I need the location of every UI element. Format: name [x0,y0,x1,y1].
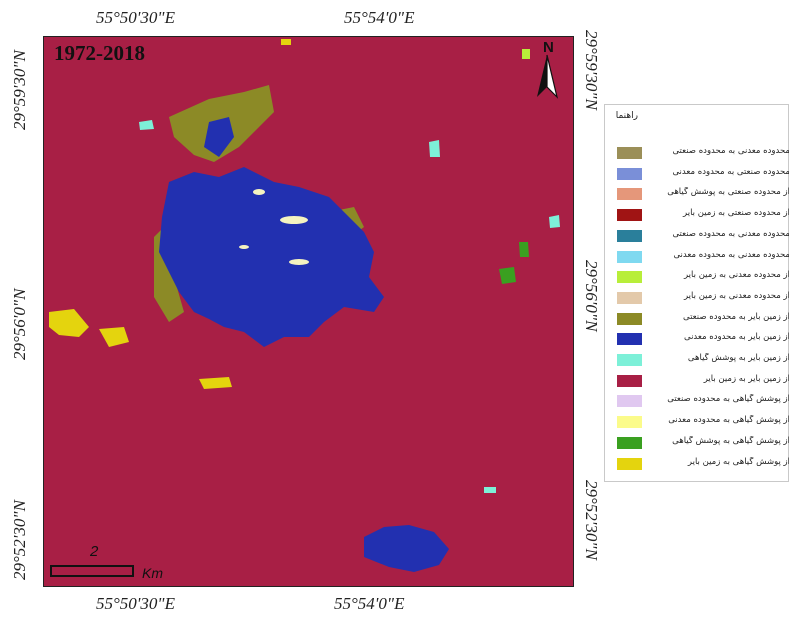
coord-right-3: 29°52'30"N [582,480,601,560]
legend-swatch [617,436,642,449]
coord-top-2: 55°54'0"E [344,8,415,27]
legend-label: از محدوده معدنی به زمین بایر [683,270,789,281]
legend-swatch [617,209,642,222]
legend-item: از زمین بایر به محدوده صنعتی [605,311,789,327]
legend-item: از محدوده معدنی به زمین بایر [605,269,789,285]
legend-label: محدوده معدنی به محدوده صنعتی [672,228,789,239]
north-arrow: N [529,39,565,101]
white-pit-2 [289,259,309,265]
legend-item: از زمین بایر به محدوده معدنی [605,331,789,347]
legend-item: از محدوده صنعتی به پوشش گیاهی [605,186,789,202]
legend-swatch [617,457,642,470]
legend-swatch [617,395,642,408]
green-patch-1 [499,267,516,284]
legend-label: از محدوده صنعتی به پوشش گیاهی [667,187,789,198]
legend-swatch [617,333,642,346]
legend: راهنما محدوده معدنی به محدوده صنعتی محدود… [604,104,789,482]
north-arrow-icon [537,54,559,99]
legend-item: از محدوده معدنی به زمین بایر [605,290,789,306]
legend-item: از محدوده صنعتی به زمین بایر [605,207,789,223]
legend-label: از پوشش گیاهی به محدوده صنعتی [667,394,789,405]
legend-item: از زمین بایر به زمین بایر [605,373,789,389]
legend-item: محدوده معدنی به محدوده صنعتی [605,228,789,244]
cyan-patch-1 [139,120,154,130]
yellow-patch-north [281,39,291,45]
yellow-patch-west-2 [99,327,129,347]
cyan-patch-4 [484,487,496,493]
blue-mining-south [364,525,449,572]
coord-left-3: 29°52'30"N [10,500,29,580]
land-change-map: 1972-2018 N 2 Km [43,36,574,587]
yellow-patch-center [199,377,232,389]
legend-swatch [617,374,642,387]
legend-label: از محدوده معدنی به زمین بایر [683,290,789,301]
north-letter: N [543,39,554,56]
legend-label: از زمین بایر به محدوده صنعتی [683,311,789,322]
cyan-patch-3 [549,215,560,228]
legend-label: محدوده صنعتی به محدوده معدنی [672,166,789,177]
legend-item: از زمین بایر به پوشش گیاهی [605,352,789,368]
legend-label: از زمین بایر به پوشش گیاهی [687,353,789,363]
coord-bottom-1: 55°50'30"E [96,594,175,613]
legend-item: از پوشش گیاهی به پوشش گیاهی [605,435,789,451]
legend-label: از پوشش گیاهی به محدوده معدنی [668,415,789,426]
blue-mining-main [159,167,384,347]
legend-swatch [617,312,642,325]
lime-patch-1 [522,49,530,59]
legend-swatch [617,416,642,429]
legend-swatch [617,167,642,180]
scale-bar: 2 Km [50,543,180,583]
legend-item: از پوشش گیاهی به زمین بایر [605,456,789,472]
legend-swatch [617,188,642,201]
scale-unit: Km [142,565,163,581]
map-raster [49,39,560,572]
coord-left-1: 29°59'30"N [10,50,29,130]
blue-mining-north-lobe [204,117,234,157]
legend-item: محدوده معدنی به محدوده صنعتی [605,145,789,161]
coord-bottom-2: 55°54'0"E [334,594,405,613]
legend-swatch [617,291,642,304]
coord-left-2: 29°56'0"N [10,288,29,360]
scale-value: 2 [90,543,99,560]
green-patch-2 [519,242,529,257]
legend-label: از پوشش گیاهی به زمین بایر [687,456,789,467]
legend-swatch [617,147,642,159]
coord-top-1: 55°50'30"E [96,8,175,27]
legend-item: محدوده معدنی به محدوده معدنی [605,249,789,265]
legend-label: از محدوده صنعتی به زمین بایر [683,208,789,219]
period-label: 1972-2018 [54,41,145,65]
legend-swatch [617,271,642,284]
legend-item: محدوده صنعتی به محدوده معدنی [605,166,789,182]
yellow-patch-west [49,309,89,337]
legend-swatch [617,354,642,366]
legend-label: از زمین بایر به محدوده معدنی [683,332,789,343]
legend-label: از زمین بایر به زمین بایر [703,373,789,384]
coord-right-1: 29°59'30"N [582,30,601,110]
legend-item: از پوشش گیاهی به محدوده معدنی [605,414,789,430]
cyan-patch-2 [429,140,440,157]
scale-box [50,565,134,577]
legend-swatch [617,229,642,242]
legend-item: از پوشش گیاهی به محدوده صنعتی [605,393,789,409]
legend-swatch [617,250,642,263]
white-pit-3 [253,189,265,195]
coord-right-2: 29°56'0"N [582,260,601,332]
white-pit-1 [280,216,308,224]
legend-label: محدوده معدنی به محدوده صنعتی [672,146,789,156]
legend-title: راهنما [615,111,638,121]
legend-label: از پوشش گیاهی به پوشش گیاهی [672,435,789,446]
white-pit-4 [239,245,249,249]
legend-label: محدوده معدنی به محدوده معدنی [673,249,789,260]
